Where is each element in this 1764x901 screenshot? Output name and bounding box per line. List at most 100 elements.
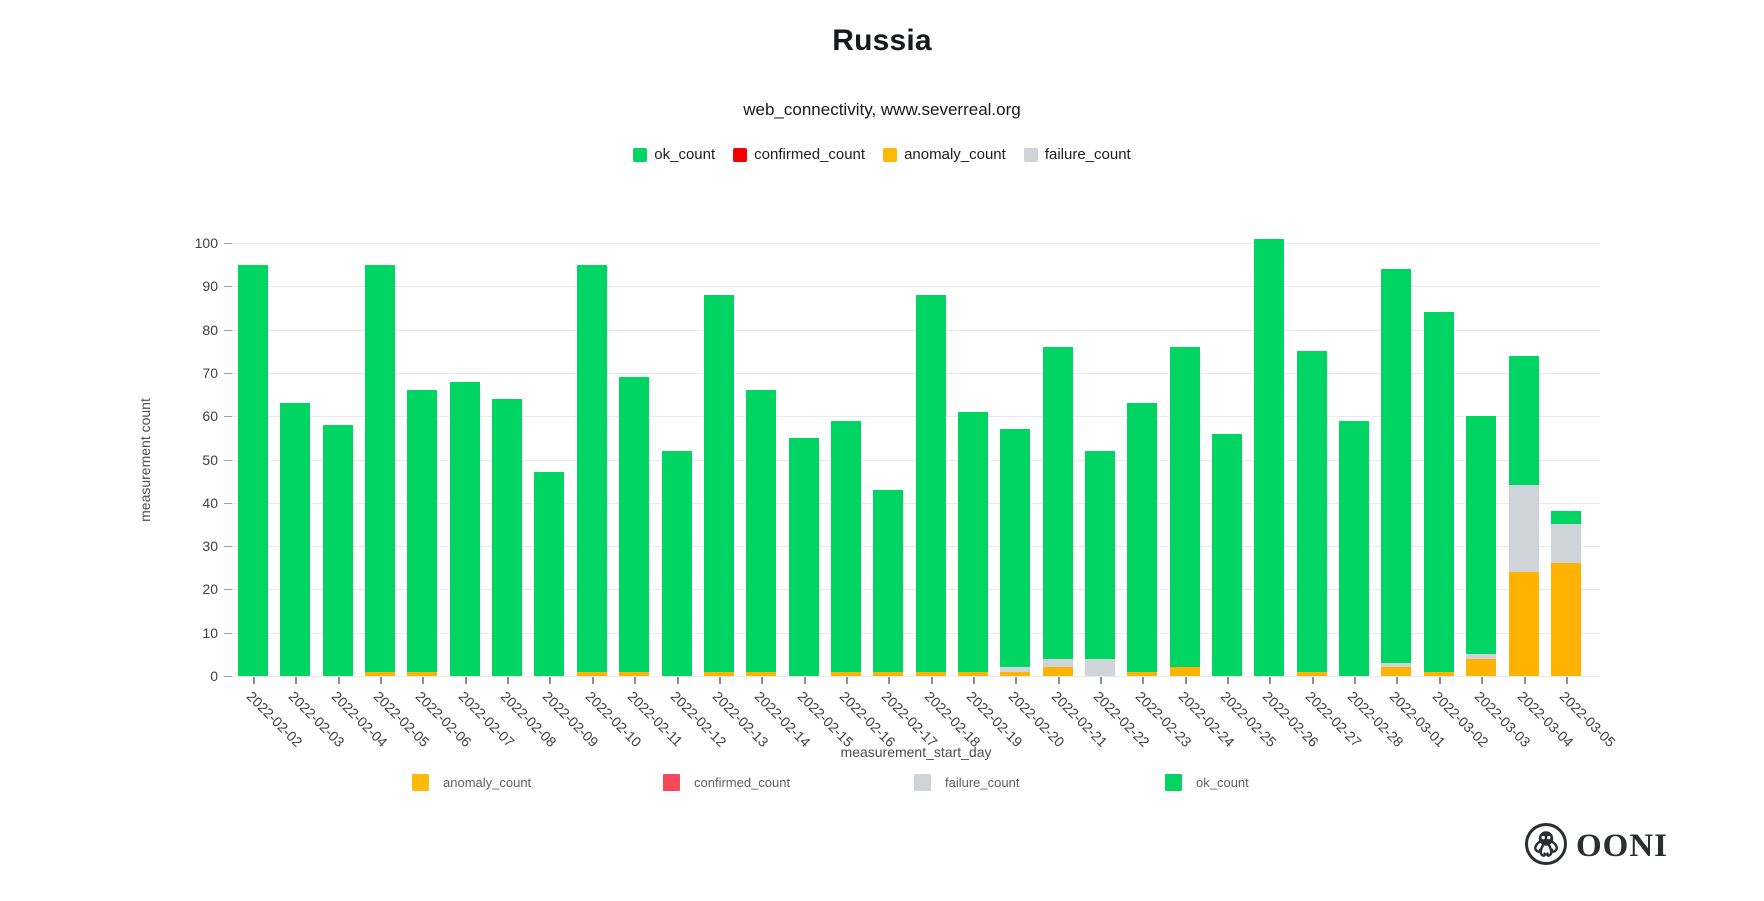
y-tick-mark bbox=[224, 329, 232, 331]
x-tick-mark bbox=[803, 677, 806, 684]
bar-segment-failure_count[interactable] bbox=[1042, 658, 1073, 668]
bar-segment-anomaly_count[interactable] bbox=[1381, 667, 1412, 676]
bar-segment-failure_count[interactable] bbox=[1000, 667, 1031, 672]
bar-segment-ok_count[interactable] bbox=[407, 390, 438, 672]
bar-segment-ok_count[interactable] bbox=[746, 390, 777, 672]
legend-top-item-failure_count[interactable]: failure_count bbox=[1023, 146, 1131, 163]
legend-top-item-anomaly_count[interactable]: anomaly_count bbox=[883, 146, 1006, 163]
bar-segment-ok_count[interactable] bbox=[1254, 238, 1285, 676]
bar-segment-anomaly_count[interactable] bbox=[703, 671, 734, 676]
bar-segment-anomaly_count[interactable] bbox=[365, 671, 396, 676]
y-axis-title: measurement count bbox=[137, 398, 153, 522]
bar-segment-ok_count[interactable] bbox=[788, 437, 819, 676]
gridline-y-0 bbox=[232, 676, 1600, 677]
bar-segment-ok_count[interactable] bbox=[1127, 403, 1158, 672]
x-tick-mark bbox=[676, 677, 679, 684]
bar-segment-ok_count[interactable] bbox=[957, 411, 988, 672]
y-tick-label-80: 80 bbox=[202, 321, 218, 338]
bar-segment-ok_count[interactable] bbox=[873, 489, 904, 672]
bar-segment-ok_count[interactable] bbox=[365, 264, 396, 672]
bar-segment-anomaly_count[interactable] bbox=[873, 671, 904, 676]
bar-segment-ok_count[interactable] bbox=[661, 450, 692, 676]
bar-segment-anomaly_count[interactable] bbox=[1508, 572, 1539, 676]
bar-segment-anomaly_count[interactable] bbox=[1423, 671, 1454, 676]
bar-segment-ok_count[interactable] bbox=[1042, 346, 1073, 659]
bar-segment-ok_count[interactable] bbox=[492, 398, 523, 676]
bar-segment-ok_count[interactable] bbox=[1339, 420, 1370, 676]
x-tick-mark bbox=[1184, 677, 1187, 684]
bar-segment-ok_count[interactable] bbox=[1466, 416, 1497, 655]
bar-segment-ok_count[interactable] bbox=[280, 403, 311, 676]
gridline-y-90 bbox=[232, 286, 1600, 288]
bar-segment-ok_count[interactable] bbox=[1212, 433, 1243, 676]
legend-bottom-item-anomaly_count[interactable]: anomaly_count bbox=[412, 774, 663, 791]
bar-segment-ok_count[interactable] bbox=[1508, 355, 1539, 486]
ok_count-swatch-icon bbox=[1165, 774, 1182, 791]
bar-segment-ok_count[interactable] bbox=[449, 381, 480, 676]
y-tick-label-30: 30 bbox=[202, 538, 218, 555]
bar-segment-anomaly_count[interactable] bbox=[1169, 667, 1200, 676]
y-tick-label-0: 0 bbox=[210, 668, 218, 684]
bar-segment-failure_count[interactable] bbox=[1550, 524, 1581, 564]
bar-segment-anomaly_count[interactable] bbox=[1000, 671, 1031, 676]
bar-segment-ok_count[interactable] bbox=[322, 424, 353, 676]
bar-segment-anomaly_count[interactable] bbox=[1550, 563, 1581, 676]
bar-segment-ok_count[interactable] bbox=[703, 294, 734, 672]
bar-segment-ok_count[interactable] bbox=[1423, 312, 1454, 672]
x-tick-mark bbox=[1481, 677, 1484, 684]
bar-segment-ok_count[interactable] bbox=[830, 420, 861, 672]
bar-segment-anomaly_count[interactable] bbox=[915, 671, 946, 676]
bar-segment-anomaly_count[interactable] bbox=[746, 671, 777, 676]
x-tick-mark bbox=[1142, 677, 1145, 684]
bar-segment-anomaly_count[interactable] bbox=[1466, 658, 1497, 676]
bar-segment-anomaly_count[interactable] bbox=[576, 671, 607, 676]
y-tick-label-70: 70 bbox=[202, 364, 218, 381]
bar-segment-ok_count[interactable] bbox=[238, 264, 268, 676]
legend-label: anomaly_count bbox=[904, 146, 1006, 163]
x-tick-mark bbox=[1354, 677, 1357, 684]
legend-bottom-item-ok_count[interactable]: ok_count bbox=[1165, 774, 1416, 791]
bar-segment-ok_count[interactable] bbox=[915, 294, 946, 672]
bar-segment-anomaly_count[interactable] bbox=[407, 671, 438, 676]
bar-segment-ok_count[interactable] bbox=[534, 472, 565, 676]
legend-top-item-confirmed_count[interactable]: confirmed_count bbox=[733, 146, 865, 163]
bar-segment-ok_count[interactable] bbox=[1085, 450, 1115, 659]
x-tick-mark bbox=[1269, 677, 1272, 684]
bar-segment-ok_count[interactable] bbox=[576, 264, 607, 672]
legend-bottom-item-failure_count[interactable]: failure_count bbox=[914, 774, 1165, 791]
bar-segment-ok_count[interactable] bbox=[619, 377, 650, 672]
legend-label: anomaly_count bbox=[443, 775, 532, 790]
x-tick-mark bbox=[591, 677, 594, 684]
legend-label: ok_count bbox=[1196, 775, 1249, 790]
bar-segment-ok_count[interactable] bbox=[1296, 351, 1327, 672]
bar-segment-failure_count[interactable] bbox=[1466, 654, 1497, 659]
chart-subtitle: web_connectivity, www.severreal.org bbox=[743, 100, 1021, 119]
x-tick-mark bbox=[507, 677, 510, 684]
bar-segment-ok_count[interactable] bbox=[1169, 346, 1200, 668]
legend-label: failure_count bbox=[945, 775, 1020, 790]
bar-segment-failure_count[interactable] bbox=[1508, 485, 1539, 573]
bar-segment-anomaly_count[interactable] bbox=[619, 671, 650, 676]
y-tick-label-60: 60 bbox=[202, 408, 218, 425]
confirmed_count-swatch-icon bbox=[733, 147, 748, 162]
y-tick-label-50: 50 bbox=[202, 451, 218, 468]
x-tick-mark bbox=[1311, 677, 1314, 684]
bar-segment-anomaly_count[interactable] bbox=[1296, 671, 1327, 676]
x-tick-mark bbox=[253, 677, 255, 684]
bar-segment-anomaly_count[interactable] bbox=[1042, 667, 1073, 676]
y-tick-label-10: 10 bbox=[202, 624, 218, 641]
bar-segment-ok_count[interactable] bbox=[1550, 511, 1581, 525]
bar-segment-anomaly_count[interactable] bbox=[957, 671, 988, 676]
bar-segment-anomaly_count[interactable] bbox=[1127, 671, 1158, 676]
bar-segment-failure_count[interactable] bbox=[1085, 658, 1115, 676]
bar-segment-ok_count[interactable] bbox=[1000, 429, 1031, 668]
bar-segment-ok_count[interactable] bbox=[1381, 268, 1412, 663]
legend-label: confirmed_count bbox=[754, 146, 866, 163]
y-tick-label-90: 90 bbox=[202, 278, 218, 295]
legend-bottom-item-confirmed_count[interactable]: confirmed_count bbox=[663, 774, 914, 791]
legend-top-item-ok_count[interactable]: ok_count bbox=[633, 146, 715, 163]
bar-segment-anomaly_count[interactable] bbox=[830, 671, 861, 676]
bar-segment-failure_count[interactable] bbox=[1381, 663, 1412, 668]
failure_count-swatch-icon bbox=[1023, 147, 1038, 162]
